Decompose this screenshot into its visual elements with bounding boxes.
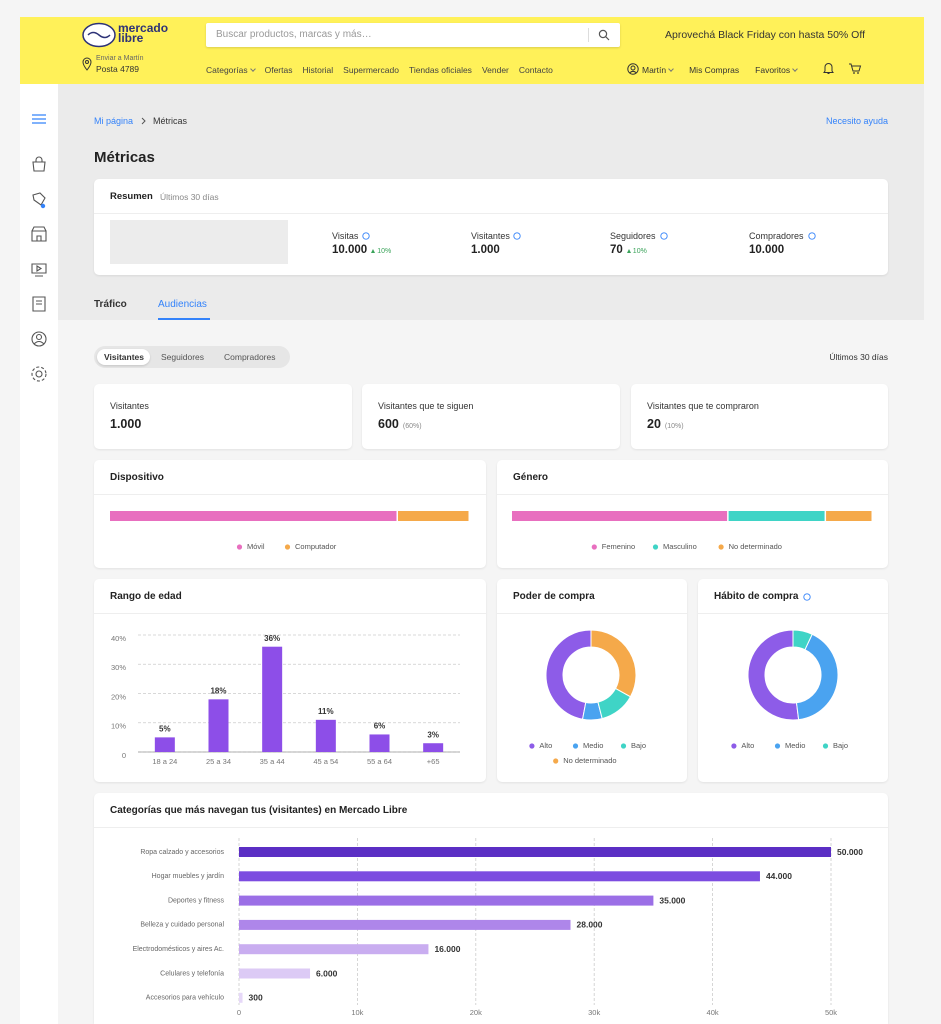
subtab[interactable]: Seguidores (161, 352, 205, 362)
nav-link[interactable]: Supermercado (343, 65, 399, 75)
nav-link[interactable]: Vender (481, 65, 509, 75)
search-box[interactable] (206, 23, 620, 47)
nav-link[interactable]: Contacto (518, 65, 553, 75)
header-icons[interactable] (822, 62, 862, 75)
tab-indicator (158, 318, 210, 320)
divider (497, 494, 888, 495)
value: 70 (610, 244, 623, 256)
chart-title: Dispositivo (110, 472, 164, 483)
divider (497, 613, 687, 614)
location-label: Enviar a Martín (96, 55, 144, 62)
subtab[interactable]: Compradores (224, 352, 276, 362)
stat-label: Compradores (749, 231, 804, 241)
page-title: Métricas (94, 149, 155, 166)
location[interactable]: Posta 4789 (96, 64, 140, 74)
nav-link[interactable]: Tiendas oficiales (408, 65, 472, 75)
logo-text: mercado (118, 21, 169, 35)
nav-link[interactable]: Favoritos (755, 65, 797, 75)
logo[interactable]: mercado libre (118, 21, 169, 45)
placeholder (110, 220, 288, 264)
user-nav: Martín Mis Compras Favoritos (642, 65, 797, 75)
card-value: 600 (60%) (378, 417, 422, 431)
chart-title: Poder de compra (513, 591, 595, 602)
sidebar-icons[interactable] (28, 110, 50, 385)
help-icons (362, 232, 816, 240)
chart-title: Categorías que más navegan tus (visitant… (110, 805, 408, 816)
nav-link[interactable]: Mis Compras (689, 65, 740, 75)
user-name[interactable]: Martín (642, 65, 673, 75)
nav: Categorías Ofertas Historial Supermercado Ti… (206, 65, 553, 75)
subtab[interactable]: Visitantes (104, 352, 145, 362)
stat: Compradores 10.000 (749, 231, 804, 256)
chart-card: Dispositivo (94, 460, 486, 568)
stat-value: 1.000 (471, 244, 500, 256)
help-icon[interactable] (803, 593, 811, 601)
breadcrumb-chevron (141, 117, 146, 125)
stat: Visitas 10.000 10% (332, 231, 391, 256)
stat-value: 70 10% (610, 244, 656, 256)
period: Últimos 30 días (829, 352, 888, 362)
summary-period: Últimos 30 días (160, 192, 219, 202)
stat-value: 10.000 (749, 244, 785, 256)
subtab-active-bg (97, 349, 150, 365)
value: 10.000 (332, 244, 368, 256)
summary-title: Resumen (110, 191, 153, 202)
promo[interactable]: Aprovechá Black Friday con hasta 50% Off (665, 29, 865, 41)
card-label: Visitantes que te compraron (647, 401, 759, 411)
stat-label: Visitantes (471, 231, 510, 241)
user-icon (627, 63, 639, 75)
search-icon[interactable] (598, 29, 610, 41)
card-share: (10%) (664, 423, 684, 430)
logo-icon (82, 22, 116, 48)
logo-text: libre (118, 31, 144, 45)
chart-card: Género (497, 460, 888, 568)
stat-change: 10% (627, 248, 647, 255)
card-label: Visitantes (110, 401, 149, 411)
stat: Seguidores 70 10% (610, 231, 656, 256)
chart-title: Género (513, 472, 549, 483)
chart-card: Poder de compra (497, 579, 687, 782)
pin-icon (82, 57, 92, 71)
chart-title: Rango de edad (110, 591, 182, 602)
divider (698, 613, 888, 614)
divider (94, 613, 486, 614)
stat-label: Visitas (332, 231, 359, 241)
tab-active[interactable]: Audiencias (158, 299, 207, 310)
chart-card: Rango de edad (94, 579, 486, 782)
stat-card: Visitantes que te siguen 600 (60%) (362, 384, 620, 449)
help-link[interactable]: Necesito ayuda (825, 116, 888, 126)
card-label: Visitantes que te siguen (378, 401, 474, 411)
breadcrumb-link[interactable]: Mi página (94, 116, 134, 126)
divider (94, 213, 888, 214)
divider (94, 494, 486, 495)
search-placeholder: Buscar productos, marcas y más… (216, 29, 372, 40)
breadcrumb-current: Métricas (153, 116, 188, 126)
card-share: (60%) (402, 423, 422, 430)
divider (94, 827, 888, 828)
card-value: 20 (10%) (647, 417, 684, 431)
chart-card: Hábito de compra (698, 579, 888, 782)
stat: Visitantes 1.000 (471, 231, 510, 256)
chart-title: Hábito de compra (714, 591, 799, 602)
tab[interactable]: Tráfico (94, 299, 127, 310)
nav-link[interactable]: Historial (302, 65, 334, 75)
stat-card: Visitantes 1.000 (94, 384, 352, 449)
stat-value: 10.000 10% (332, 244, 391, 256)
nav-link[interactable]: Ofertas (264, 65, 293, 75)
value: 20 (647, 417, 661, 431)
nav-link[interactable]: Categorías (206, 65, 255, 75)
stat-card: Visitantes que te compraron 20 (10%) (631, 384, 888, 449)
value: 600 (378, 417, 399, 431)
divider (588, 28, 589, 42)
card-value: 1.000 (110, 417, 142, 431)
chart-card: Categorías que más navegan tus (visitant… (94, 793, 888, 1024)
stat-label: Seguidores (610, 231, 656, 241)
stat-change: 10% (371, 248, 391, 255)
